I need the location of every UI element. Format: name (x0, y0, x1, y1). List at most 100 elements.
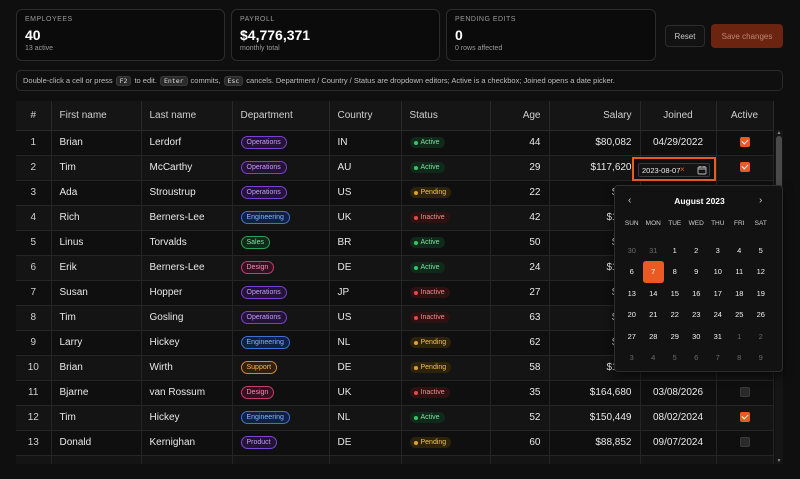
scroll-down-icon[interactable]: ▼ (776, 458, 782, 464)
cell-status[interactable]: Inactive (401, 380, 491, 406)
active-checkbox[interactable] (739, 387, 750, 398)
cell-first-name[interactable]: Bjarne (51, 380, 142, 406)
cell-first-name[interactable]: Tim (51, 305, 142, 331)
cell-age[interactable]: 44 (490, 130, 550, 156)
calendar-day[interactable]: 16 (692, 288, 701, 298)
calendar-day[interactable]: 3 (629, 353, 634, 363)
cell-country[interactable]: UK (329, 205, 402, 231)
calendar-day[interactable]: 5 (758, 245, 763, 255)
cell-age[interactable]: 29 (490, 155, 550, 181)
table-row[interactable]: 1 Brian Lerdorf Operations IN Active 44 $80,082… (16, 130, 774, 156)
cell-last-name[interactable]: Hickey (141, 405, 233, 431)
calendar-day[interactable]: 4 (737, 245, 742, 255)
calendar-day[interactable]: 25 (735, 310, 744, 320)
cell-age[interactable]: 35 (490, 380, 550, 406)
calendar-day[interactable]: 6 (629, 267, 634, 277)
cell-age[interactable]: 24 (490, 255, 550, 281)
cell-active[interactable] (716, 155, 774, 181)
calendar-day[interactable]: 8 (672, 267, 677, 277)
cell-last-name[interactable]: McCarthy (141, 155, 233, 181)
table-row[interactable]: 13 Donald Kernighan Product DE Pending 60 $88,8… (16, 430, 774, 456)
cell-first-name[interactable]: Erik (51, 255, 142, 281)
calendar-day[interactable]: 2 (758, 331, 763, 341)
cell-index[interactable]: 6 (16, 255, 52, 281)
cell-age[interactable]: 60 (490, 430, 550, 456)
cell-age[interactable]: 63 (490, 305, 550, 331)
cell-age[interactable]: 52 (490, 405, 550, 431)
calendar-day[interactable]: 1 (672, 245, 677, 255)
prev-month-icon[interactable]: ‹ (628, 195, 632, 206)
cell-salary[interactable]: $80,082 (549, 130, 641, 156)
cell-country[interactable]: NL (329, 405, 402, 431)
calendar-day[interactable]: 3 (715, 245, 720, 255)
cell-department[interactable]: Operations (232, 130, 330, 156)
cell-department[interactable] (232, 455, 330, 464)
cell-salary[interactable]: $117,620 (549, 155, 641, 181)
cell-age[interactable]: 50 (490, 230, 550, 256)
calendar-day[interactable]: 26 (756, 310, 765, 320)
calendar-day[interactable]: 4 (651, 353, 656, 363)
cell-age[interactable] (490, 455, 550, 464)
cell-last-name[interactable]: Torvalds (141, 230, 233, 256)
cell-last-name[interactable]: van Rossum (141, 380, 233, 406)
cell-first-name[interactable]: Tim (51, 405, 142, 431)
cell-first-name[interactable]: Linus (51, 230, 142, 256)
cell-active[interactable] (716, 430, 774, 456)
reset-button[interactable]: Reset (665, 25, 705, 47)
cell-department[interactable]: Operations (232, 305, 330, 331)
cell-country[interactable]: DE (329, 255, 402, 281)
cell-status[interactable]: Active (401, 230, 491, 256)
calendar-day[interactable]: 15 (670, 288, 679, 298)
cell-department[interactable]: Engineering (232, 205, 330, 231)
cell-country[interactable]: NL (329, 330, 402, 356)
column-header-age[interactable]: Age (490, 101, 550, 131)
cell-status[interactable]: Inactive (401, 280, 491, 306)
cell-status[interactable]: Pending (401, 180, 491, 206)
cell-age[interactable]: 62 (490, 330, 550, 356)
calendar-day[interactable]: 30 (692, 331, 701, 341)
cell-joined[interactable]: 08/02/2024 (640, 405, 717, 431)
joined-date-editor[interactable]: 2023-08-07 × (632, 157, 716, 181)
cell-status[interactable] (401, 455, 491, 464)
active-checkbox[interactable] (739, 412, 750, 423)
cell-first-name[interactable]: Brian (51, 355, 142, 381)
date-input[interactable]: 2023-08-07 × (638, 163, 710, 177)
cell-status[interactable]: Active (401, 255, 491, 281)
cell-joined[interactable] (640, 455, 717, 464)
column-header-last-name[interactable]: Last name (141, 101, 233, 131)
calendar-day[interactable]: 9 (758, 353, 763, 363)
active-checkbox[interactable] (739, 437, 750, 448)
cell-index[interactable] (16, 455, 52, 464)
cell-status[interactable]: Active (401, 155, 491, 181)
cell-index[interactable]: 12 (16, 405, 52, 431)
next-month-icon[interactable]: › (759, 195, 763, 206)
calendar-day[interactable]: 5 (672, 353, 677, 363)
calendar-day[interactable]: 10 (713, 267, 722, 277)
cell-index[interactable]: 4 (16, 205, 52, 231)
cell-active[interactable] (716, 130, 774, 156)
calendar-day[interactable]: 21 (649, 310, 658, 320)
cell-last-name[interactable]: Berners-Lee (141, 205, 233, 231)
calendar-day[interactable]: 1 (737, 331, 742, 341)
cell-department[interactable]: Engineering (232, 405, 330, 431)
calendar-day[interactable]: 12 (756, 267, 765, 277)
calendar-day[interactable]: 17 (713, 288, 722, 298)
cell-active[interactable] (716, 380, 774, 406)
cell-age[interactable]: 42 (490, 205, 550, 231)
cell-last-name[interactable]: Stroustrup (141, 180, 233, 206)
table-row[interactable]: 11 Bjarne van Rossum Design UK Inactive 35 $164… (16, 380, 774, 406)
cell-index[interactable]: 1 (16, 130, 52, 156)
cell-index[interactable]: 11 (16, 380, 52, 406)
cell-last-name[interactable]: Gosling (141, 305, 233, 331)
cell-country[interactable]: US (329, 305, 402, 331)
cell-joined[interactable]: 04/29/2022 (640, 130, 717, 156)
cell-department[interactable]: Sales (232, 230, 330, 256)
calendar-day[interactable]: 30 (627, 245, 636, 255)
cell-country[interactable]: JP (329, 280, 402, 306)
calendar-day[interactable]: 24 (713, 310, 722, 320)
calendar-day[interactable]: 31 (649, 245, 658, 255)
cell-index[interactable]: 2 (16, 155, 52, 181)
cell-last-name[interactable]: Hopper (141, 280, 233, 306)
cell-country[interactable]: US (329, 180, 402, 206)
